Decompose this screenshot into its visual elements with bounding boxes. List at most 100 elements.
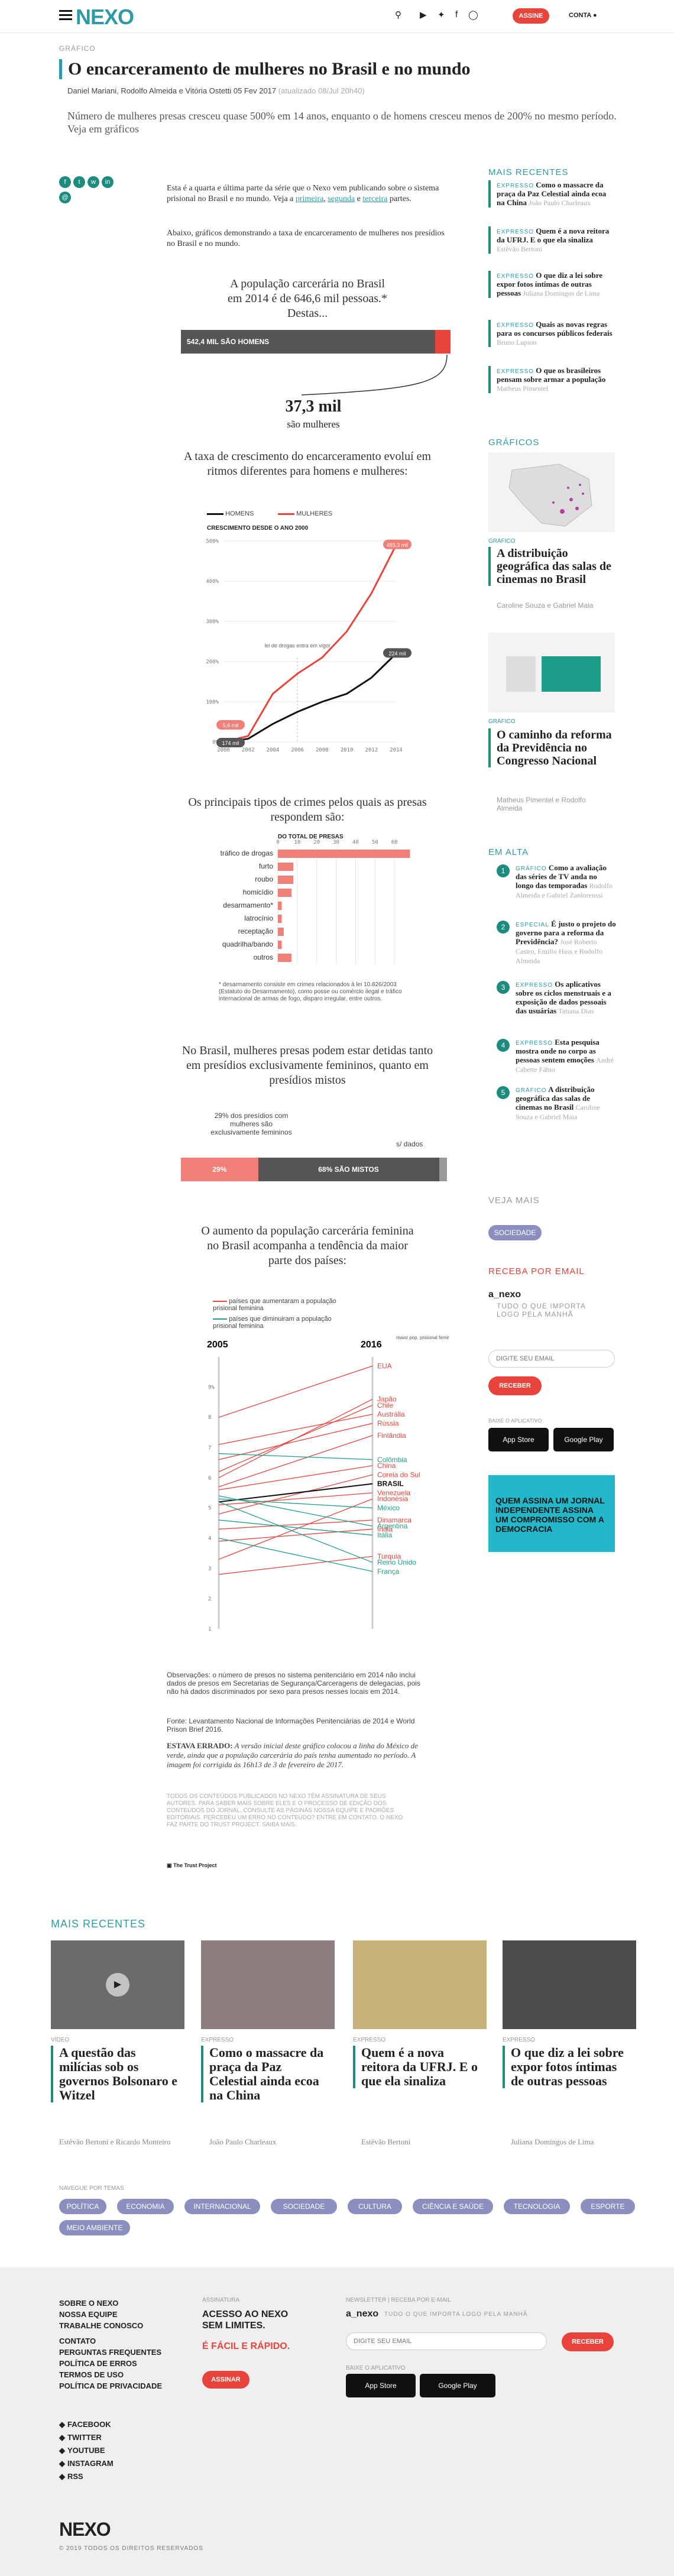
graphic-thumb-congress[interactable] <box>488 633 615 712</box>
footer-social-link[interactable]: ◆ RSS <box>59 2472 83 2481</box>
menu-icon[interactable] <box>59 10 72 21</box>
sidebar-google-play-badge[interactable]: Google Play <box>553 1428 614 1451</box>
topic-pill[interactable]: ESPORTE <box>581 2199 635 2214</box>
trending-item[interactable]: ESPECIAL É justo o projeto do governo pa… <box>516 919 616 965</box>
footer-social-link[interactable]: ◆ TWITTER <box>59 2433 102 2442</box>
footer-social-link[interactable]: ◆ FACEBOOK <box>59 2420 111 2429</box>
sidebar-recent-item[interactable]: EXPRESSO Como o massacre da praça da Paz… <box>488 180 615 208</box>
trending-item[interactable]: EXPRESSO Os aplicativos sobre os ciclos … <box>516 980 616 1016</box>
account-link[interactable]: CONTA ● <box>569 12 597 19</box>
chart2-ytick: 500% <box>206 539 219 545</box>
sidebar-app-store-badge[interactable]: App Store <box>488 1428 549 1451</box>
trending-item[interactable]: EXPRESSO Esta pesquisa mostra onde no co… <box>516 1038 616 1074</box>
whatsapp-share-icon[interactable]: w <box>88 176 99 188</box>
footer-link[interactable]: NOSSA EQUIPE <box>59 2310 118 2319</box>
sidebar-recent-item[interactable]: EXPRESSO Quem é a nova reitora da UFRJ. … <box>488 226 615 254</box>
trending-item[interactable]: GRÁFICO A distribuição geográfica das sa… <box>516 1085 616 1122</box>
topic-pill[interactable]: SOCIEDADE <box>271 2199 337 2214</box>
footer-social-label: YOUTUBE <box>67 2446 105 2455</box>
site-logo[interactable]: NEXO <box>76 5 134 29</box>
chart5-ytick: 5 <box>208 1506 211 1512</box>
linkedin-share-icon[interactable]: in <box>102 176 114 188</box>
congress-thumb <box>506 656 601 692</box>
g1-title[interactable]: A distribuição geográfica das salas de c… <box>488 547 615 586</box>
email-share-icon[interactable]: @ <box>59 192 71 203</box>
footer-social-link[interactable]: ◆ INSTAGRAM <box>59 2459 114 2468</box>
bottom-card-tag: EXPRESSO <box>353 2037 386 2043</box>
chart1-women-bar <box>435 330 451 354</box>
sidebar-email-desc: TUDO O QUE IMPORTA LOGO PELA MANHÃ <box>497 1302 586 1318</box>
trending-item[interactable]: GRÁFICO Como a avaliação das séries de T… <box>516 863 616 900</box>
bottom-card-author: Estêvão Bertoni e Ricardo Monteiro <box>59 2137 171 2146</box>
trust-project-logo[interactable]: ▣ The Trust Project <box>167 1862 217 1869</box>
sidebar-recent-item[interactable]: EXPRESSO Quais as novas regras para os c… <box>488 320 615 347</box>
topic-pill[interactable]: CIÊNCIA E SAÚDE <box>413 2199 493 2214</box>
sidebar-recent-tag: EXPRESSO <box>497 368 534 375</box>
sidebar-app-heading: BAIXE O APLICATIVO <box>488 1418 542 1424</box>
subscribe-button[interactable]: ASSINE <box>513 8 549 24</box>
bottom-card-title[interactable]: O que diz a lei sobre expor fotos íntima… <box>503 2046 633 2088</box>
instagram-icon[interactable]: ◯ <box>468 10 478 20</box>
legend-men-label: HOMENS <box>225 510 254 517</box>
footer-link[interactable]: TERMOS DE USO <box>59 2370 124 2379</box>
chart5-line <box>218 1423 373 1460</box>
topic-pill[interactable]: TECNOLOGIA <box>504 2199 570 2214</box>
bottom-card-author: João Paulo Charleaux <box>209 2137 277 2146</box>
chart5-ytick: 9% <box>208 1385 215 1391</box>
veja-pill-sociedade[interactable]: SOCIEDADE <box>488 1225 542 1240</box>
bottom-card-photo[interactable] <box>353 1940 487 2029</box>
sidebar-email-input[interactable] <box>488 1350 615 1368</box>
bottom-card-photo[interactable] <box>503 1940 636 2029</box>
g2-title[interactable]: O caminho da reforma da Previdência no C… <box>488 728 615 767</box>
link-third-part[interactable]: terceira <box>362 195 388 203</box>
footer-link[interactable]: PERGUNTAS FREQUENTES <box>59 2348 162 2357</box>
topic-pill[interactable]: CULTURA <box>348 2199 402 2214</box>
youtube-icon[interactable]: ▶ <box>420 10 427 20</box>
footer-link[interactable]: POLÍTICA DE ERROS <box>59 2359 137 2368</box>
sidebar-recent-item[interactable]: EXPRESSO O que os brasileiros pensam sob… <box>488 366 615 393</box>
chart5-country-label: China <box>377 1462 396 1470</box>
sidebar-alta-heading: EM ALTA <box>488 847 529 857</box>
twitter-share-icon[interactable]: t <box>73 176 85 188</box>
footer-subscribe-button[interactable]: ASSINAR <box>202 2371 249 2389</box>
bottom-card-photo[interactable] <box>201 1940 335 2029</box>
sidebar-recent-title: Como o massacre da praça da Paz Celestia… <box>497 180 607 207</box>
link-first-part[interactable]: primeira <box>295 195 324 203</box>
search-icon[interactable]: ⚲ <box>395 10 401 20</box>
footer-google-play-badge[interactable]: Google Play <box>420 2374 495 2397</box>
editorial-policy: TODOS OS CONTEÚDOS PUBLICADOS NO NEXO TÊ… <box>167 1793 403 1828</box>
footer-link[interactable]: TRABALHE CONOSCO <box>59 2321 144 2330</box>
footer-social-link[interactable]: ◆ YOUTUBE <box>59 2446 105 2455</box>
bottom-card-photo[interactable]: ▶ <box>51 1940 184 2029</box>
footer-news-input[interactable] <box>346 2332 547 2350</box>
topic-pill[interactable]: INTERNACIONAL <box>184 2199 260 2214</box>
footer-logo[interactable]: NEXO <box>59 2519 111 2540</box>
sidebar-email-submit[interactable]: RECEBER <box>488 1376 542 1395</box>
chart3-category-label: outros <box>254 953 273 961</box>
twitter-icon[interactable]: ✦ <box>438 10 445 20</box>
footer-link[interactable]: SOBRE O NEXO <box>59 2299 119 2308</box>
footer-link[interactable]: CONTATO <box>59 2337 96 2345</box>
chart2-xtick: 2000 <box>217 747 230 753</box>
facebook-share-icon[interactable]: f <box>59 176 71 188</box>
facebook-icon[interactable]: f <box>455 9 458 20</box>
sidebar-promo[interactable]: QUEM ASSINA UM JORNAL INDEPENDENTE ASSIN… <box>488 1475 615 1552</box>
link-second-part[interactable]: segunda <box>328 195 355 203</box>
chart2-ytick: 100% <box>206 699 219 705</box>
topic-pill[interactable]: MEIO AMBIENTE <box>59 2220 130 2235</box>
graphic-thumb-map[interactable] <box>488 452 615 532</box>
sidebar-recent-author: Matheus Pimentel <box>497 384 548 393</box>
topic-pill[interactable]: ECONOMIA <box>117 2199 174 2214</box>
sidebar-recent-item[interactable]: EXPRESSO O que diz a lei sobre expor fot… <box>488 271 615 298</box>
chart1-title-line-1: A população carcerária no Brasil <box>229 277 385 290</box>
bottom-card-title[interactable]: Quem é a nova reitora da UFRJ. E o que e… <box>353 2046 483 2088</box>
top-header: NEXO ⚲ ▶ ✦ f ◯ ASSINE CONTA ● <box>0 0 674 33</box>
bottom-card-title[interactable]: A questão das milícias sob os governos B… <box>51 2046 181 2102</box>
bottom-card-title[interactable]: Como o massacre da praça da Paz Celestia… <box>201 2046 331 2102</box>
footer-news-submit[interactable]: RECEBER <box>562 2332 614 2351</box>
footer-app-store-badge[interactable]: App Store <box>346 2374 416 2397</box>
p1-text-c: e <box>355 195 363 203</box>
chart2-xtick: 2006 <box>291 747 304 753</box>
footer-link[interactable]: POLÍTICA DE PRIVACIDADE <box>59 2381 163 2390</box>
topic-pill[interactable]: POLÍTICA <box>59 2199 106 2214</box>
